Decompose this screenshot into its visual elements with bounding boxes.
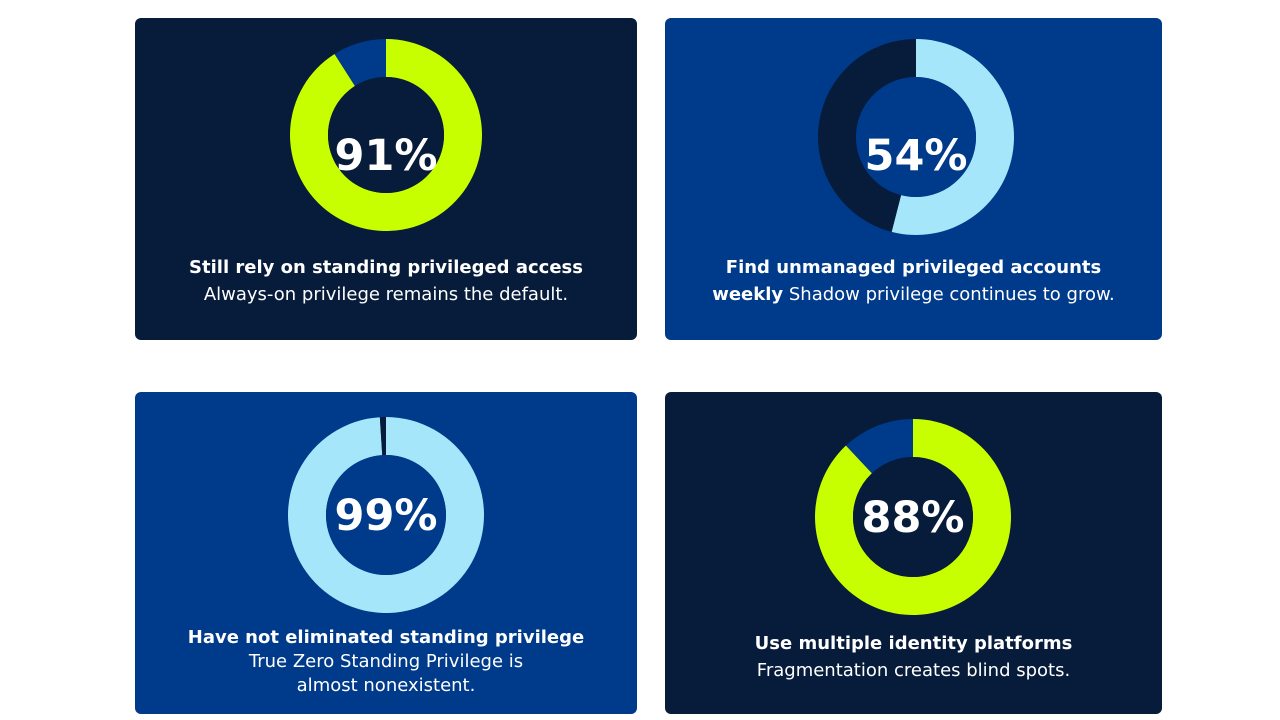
donut-segment-primary: [287, 417, 484, 613]
donut-segment-remainder: [818, 38, 916, 232]
percentage-label: 54%: [865, 131, 968, 181]
card-caption: Have not eliminated standing privilege T…: [155, 626, 617, 698]
subtext: True Zero Standing Privilege is almost n…: [248, 651, 524, 696]
card-caption: Find unmanaged privileged accounts weekl…: [685, 254, 1142, 308]
card-caption: Use multiple identity platforms Fragment…: [685, 630, 1142, 684]
card-caption: Still rely on standing privileged access…: [155, 254, 617, 308]
donut-hole: [326, 455, 446, 575]
headline: Use multiple identity platforms: [754, 633, 1073, 654]
percentage-label: 88%: [862, 493, 965, 543]
subtext: Always-on privilege remains the default.: [203, 284, 569, 305]
stat-card-identity-platforms: 88% Use multiple identity platforms Frag…: [665, 392, 1162, 714]
donut-hole: [856, 77, 976, 197]
headline: Have not eliminated standing privilege: [187, 627, 585, 648]
donut-segment-primary: [891, 39, 1015, 236]
stat-card-unmanaged-accounts: 54% Find unmanaged privileged accounts w…: [665, 18, 1162, 340]
percentage-label: 91%: [335, 131, 438, 181]
donut-segment-primary: [815, 419, 1011, 615]
stat-card-zero-standing-privilege: 99% Have not eliminated standing privile…: [135, 392, 637, 714]
headline-continued: weekly: [712, 284, 784, 305]
headline: Still rely on standing privileged access: [189, 257, 583, 278]
donut-segment-primary: [290, 39, 482, 231]
donut-chart: 54%: [818, 38, 1015, 236]
donut-segment-remainder: [334, 39, 386, 87]
donut-chart: 88%: [815, 419, 1011, 615]
headline: Find unmanaged privileged accounts: [725, 257, 1102, 278]
donut-segment-remainder: [379, 417, 386, 456]
donut-hole: [328, 77, 444, 193]
stat-card-standing-access: 91% Still rely on standing privileged ac…: [135, 18, 637, 340]
donut-hole: [853, 457, 973, 577]
donut-segment-remainder: [845, 419, 913, 474]
subtext: Fragmentation creates blind spots.: [756, 660, 1071, 681]
subtext: Shadow privilege continues to grow.: [788, 284, 1115, 305]
donut-chart: 91%: [290, 39, 482, 231]
percentage-label: 99%: [335, 491, 438, 541]
donut-chart: 99%: [287, 417, 484, 613]
